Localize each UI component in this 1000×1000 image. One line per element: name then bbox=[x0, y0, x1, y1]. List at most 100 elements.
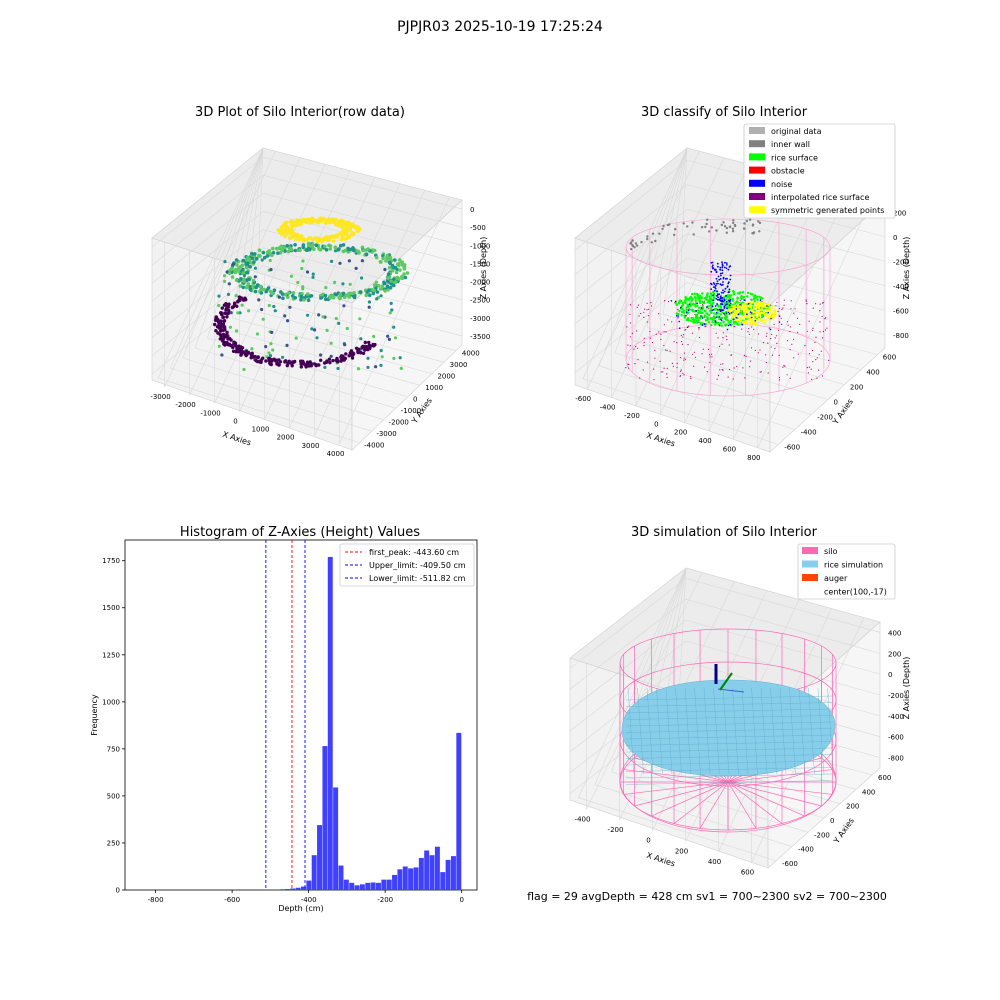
raw-point bbox=[238, 284, 243, 288]
y-tick-label-raw: -3000 bbox=[376, 430, 396, 438]
histogram-bar bbox=[375, 882, 381, 890]
interpolated-point bbox=[760, 371, 763, 373]
raw-point bbox=[348, 224, 353, 228]
raw-point bbox=[228, 325, 232, 329]
interpolated-point bbox=[812, 307, 814, 309]
symmetric-point bbox=[749, 305, 752, 308]
noise-point bbox=[712, 308, 715, 311]
raw-point bbox=[226, 292, 231, 296]
raw-point bbox=[359, 337, 363, 341]
histogram-y-tick: 500 bbox=[107, 792, 120, 800]
interpolated-point bbox=[625, 367, 627, 369]
rice-surface-point bbox=[754, 297, 757, 300]
noise-point bbox=[721, 303, 724, 306]
rice-surface-point bbox=[709, 311, 713, 314]
interpolated-point bbox=[819, 310, 821, 312]
raw-point bbox=[319, 216, 323, 220]
noise-point bbox=[718, 324, 721, 327]
histogram-bar bbox=[408, 868, 414, 890]
interpolated-point bbox=[704, 326, 706, 328]
inner-wall-point bbox=[745, 219, 749, 223]
y-tick-label-classify: 600 bbox=[883, 354, 896, 362]
histogram-x-label: Depth (cm) bbox=[278, 904, 323, 913]
raw-point bbox=[334, 316, 338, 321]
raw-point bbox=[273, 309, 277, 313]
raw-point bbox=[398, 356, 402, 360]
raw-point bbox=[389, 282, 394, 286]
symmetric-point bbox=[759, 304, 763, 307]
noise-point bbox=[721, 269, 724, 272]
rice-surface-point bbox=[721, 311, 724, 314]
interpolated-point bbox=[651, 341, 654, 344]
noise-point bbox=[688, 303, 691, 306]
inner-wall-point bbox=[631, 244, 635, 248]
interpolated-point bbox=[805, 299, 807, 301]
interpolated-point bbox=[781, 309, 783, 311]
rice-surface-point bbox=[701, 292, 704, 295]
raw-point bbox=[390, 268, 395, 273]
y-tick-label-classify: 200 bbox=[850, 384, 863, 392]
interpolated-point bbox=[784, 365, 786, 367]
raw-point bbox=[328, 244, 333, 248]
raw-point bbox=[323, 235, 327, 240]
rice-surface-point bbox=[696, 293, 700, 297]
raw-point bbox=[329, 354, 333, 358]
raw-point bbox=[311, 238, 315, 242]
inner-wall-point bbox=[661, 227, 664, 230]
histogram-y-tick: 750 bbox=[107, 745, 120, 753]
raw-point bbox=[237, 270, 241, 274]
raw-point bbox=[393, 265, 398, 270]
interpolated-point bbox=[765, 362, 768, 364]
interpolated-point bbox=[786, 321, 789, 323]
raw-point bbox=[262, 255, 267, 260]
interpolated-point bbox=[721, 369, 723, 371]
noise-point bbox=[710, 261, 713, 264]
noise-point bbox=[741, 323, 744, 326]
raw-point bbox=[257, 254, 262, 258]
raw-point bbox=[286, 361, 290, 365]
interpolated-point bbox=[736, 365, 738, 368]
rice-surface-point bbox=[680, 307, 683, 311]
rice-surface-point bbox=[724, 317, 727, 320]
interpolated-point bbox=[754, 349, 757, 351]
interpolated-point bbox=[633, 348, 635, 350]
interpolated-point bbox=[722, 332, 724, 334]
x-tick-label-classify: -600 bbox=[575, 395, 591, 403]
legend-swatch-classify bbox=[749, 179, 765, 187]
histogram-bar bbox=[370, 882, 376, 890]
raw-point bbox=[360, 276, 364, 280]
interpolated-point bbox=[638, 315, 640, 317]
interpolated-point bbox=[651, 305, 653, 307]
symmetric-point bbox=[758, 300, 761, 304]
raw-point bbox=[367, 340, 371, 345]
interpolated-point bbox=[774, 347, 776, 349]
rice-surface-point bbox=[688, 296, 692, 300]
histogram-y-tick: 1500 bbox=[102, 604, 120, 612]
raw-point bbox=[311, 242, 315, 247]
inner-wall-point bbox=[720, 223, 724, 227]
symmetric-point bbox=[764, 318, 767, 322]
interpolated-point bbox=[778, 354, 780, 356]
raw-point bbox=[398, 268, 402, 272]
raw-point bbox=[332, 218, 337, 222]
rice-surface-point bbox=[746, 295, 749, 298]
interpolated-point bbox=[649, 337, 652, 339]
panel-title-raw: 3D Plot of Silo Interior(row data) bbox=[195, 105, 405, 120]
histogram-bar bbox=[343, 879, 349, 890]
raw-point bbox=[283, 249, 287, 253]
interpolated-point bbox=[797, 331, 799, 333]
raw-point bbox=[372, 334, 376, 339]
interpolated-point bbox=[694, 356, 697, 358]
interpolated-point bbox=[646, 309, 648, 311]
noise-point bbox=[714, 321, 717, 323]
rice-surface-point bbox=[694, 305, 697, 308]
interpolated-point bbox=[816, 357, 819, 359]
raw-point bbox=[242, 279, 246, 284]
rice-surface-point bbox=[708, 295, 711, 298]
raw-point bbox=[365, 290, 369, 294]
interpolated-point bbox=[646, 321, 648, 323]
interpolated-point bbox=[747, 331, 749, 333]
y-tick-label-classify: -600 bbox=[784, 444, 800, 452]
legend-label-histogram: Upper_limit: -409.50 cm bbox=[369, 561, 466, 570]
raw-point bbox=[269, 342, 273, 346]
